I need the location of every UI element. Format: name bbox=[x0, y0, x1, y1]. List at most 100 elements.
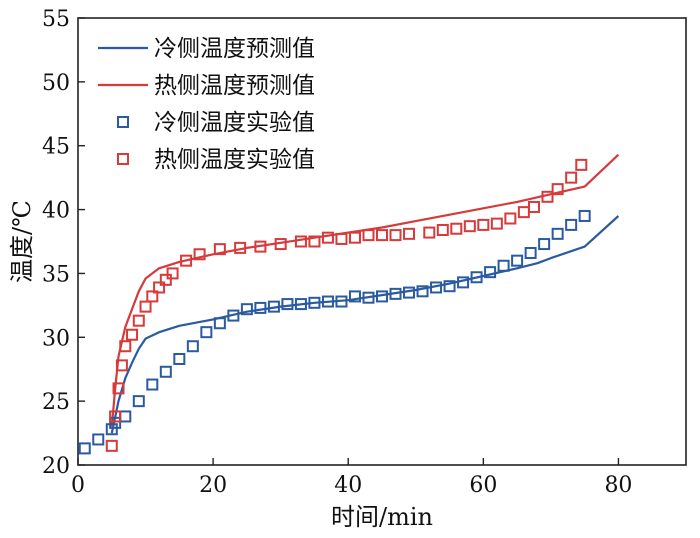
legend-label: 热侧温度预测值 bbox=[154, 73, 315, 99]
x-tick-label: 40 bbox=[334, 473, 362, 498]
data-point bbox=[254, 240, 267, 253]
y-tick-label: 25 bbox=[42, 390, 70, 415]
x-tick-label: 20 bbox=[199, 473, 227, 498]
legend-label: 冷侧温度预测值 bbox=[154, 36, 315, 62]
data-point bbox=[294, 298, 307, 311]
plot-frame bbox=[77, 17, 687, 466]
data-point bbox=[139, 300, 152, 313]
data-point bbox=[180, 254, 193, 267]
y-axis-title: 温度/℃ bbox=[8, 200, 36, 283]
series-3 bbox=[105, 158, 588, 452]
data-point bbox=[115, 359, 128, 372]
data-point bbox=[159, 273, 172, 286]
data-point bbox=[497, 259, 510, 272]
x-tick-label: 80 bbox=[604, 473, 632, 498]
data-point bbox=[105, 423, 118, 436]
legend-label: 冷侧温度实验值 bbox=[154, 110, 315, 136]
data-point bbox=[321, 295, 334, 308]
data-point bbox=[362, 291, 375, 304]
data-point bbox=[119, 340, 132, 353]
data-point bbox=[490, 217, 503, 230]
data-point bbox=[274, 238, 287, 251]
series-line bbox=[110, 215, 620, 434]
data-point bbox=[213, 317, 226, 330]
y-tick-label: 55 bbox=[42, 7, 70, 32]
data-point bbox=[376, 229, 388, 242]
data-point bbox=[267, 300, 280, 313]
data-point bbox=[92, 433, 105, 446]
y-tick-label: 50 bbox=[42, 71, 70, 96]
data-point bbox=[477, 218, 490, 231]
data-point bbox=[528, 201, 540, 214]
data-point bbox=[335, 232, 348, 245]
data-point bbox=[112, 382, 125, 395]
data-point bbox=[193, 248, 206, 261]
y-tick-label: 40 bbox=[42, 199, 70, 224]
data-point bbox=[132, 395, 145, 408]
data-point bbox=[146, 378, 159, 391]
legend-marker-swatch bbox=[117, 116, 129, 128]
data-point bbox=[213, 243, 226, 256]
data-point bbox=[565, 218, 578, 231]
data-point bbox=[240, 303, 253, 316]
data-point bbox=[416, 285, 429, 298]
data-point bbox=[565, 171, 578, 184]
y-tick-label: 30 bbox=[42, 326, 70, 351]
data-point bbox=[132, 314, 145, 327]
data-point bbox=[578, 209, 591, 222]
data-point bbox=[105, 439, 118, 452]
data-point bbox=[78, 442, 91, 455]
x-axis-title: 时间/min bbox=[331, 503, 433, 531]
data-point bbox=[109, 410, 122, 423]
legend-marker-swatch bbox=[117, 153, 129, 165]
data-point bbox=[389, 287, 402, 300]
data-point bbox=[126, 328, 139, 341]
series-1 bbox=[110, 153, 620, 427]
y-tick-label: 35 bbox=[42, 262, 70, 287]
data-point bbox=[308, 296, 321, 309]
data-point bbox=[403, 227, 416, 240]
legend-item: 热侧温度预测值 bbox=[98, 73, 315, 99]
data-point bbox=[470, 271, 483, 284]
data-point bbox=[362, 229, 375, 242]
y-tick-label: 45 bbox=[42, 135, 70, 160]
data-point bbox=[119, 410, 132, 423]
data-point bbox=[541, 190, 554, 203]
data-point bbox=[186, 340, 199, 353]
x-tick-label: 0 bbox=[71, 473, 85, 498]
data-point bbox=[166, 267, 179, 280]
data-point bbox=[443, 280, 456, 293]
data-point bbox=[423, 226, 436, 239]
data-point bbox=[389, 229, 402, 242]
data-point bbox=[153, 281, 166, 294]
data-point bbox=[376, 290, 388, 303]
data-point bbox=[511, 254, 524, 267]
data-point bbox=[348, 231, 361, 244]
data-point bbox=[538, 238, 551, 251]
data-point bbox=[146, 290, 159, 303]
series-0 bbox=[110, 215, 620, 434]
data-point bbox=[403, 286, 416, 299]
data-point bbox=[551, 227, 564, 240]
data-point bbox=[227, 309, 240, 322]
data-point bbox=[457, 276, 470, 289]
legend-item: 冷侧温度实验值 bbox=[117, 110, 315, 136]
data-point bbox=[450, 222, 463, 235]
legend-item: 冷侧温度预测值 bbox=[98, 36, 315, 62]
data-point bbox=[254, 301, 267, 314]
data-point bbox=[321, 231, 334, 244]
data-point bbox=[575, 158, 588, 171]
data-point bbox=[294, 235, 307, 248]
data-point bbox=[463, 220, 476, 233]
legend-item: 热侧温度实验值 bbox=[117, 147, 315, 173]
data-point bbox=[335, 295, 348, 308]
data-point bbox=[234, 241, 247, 254]
legend-label: 热侧温度实验值 bbox=[154, 147, 315, 173]
data-point bbox=[173, 352, 186, 365]
data-point bbox=[517, 206, 530, 219]
y-tick-label: 20 bbox=[42, 454, 70, 479]
data-point bbox=[109, 416, 122, 429]
series-line bbox=[110, 153, 620, 427]
